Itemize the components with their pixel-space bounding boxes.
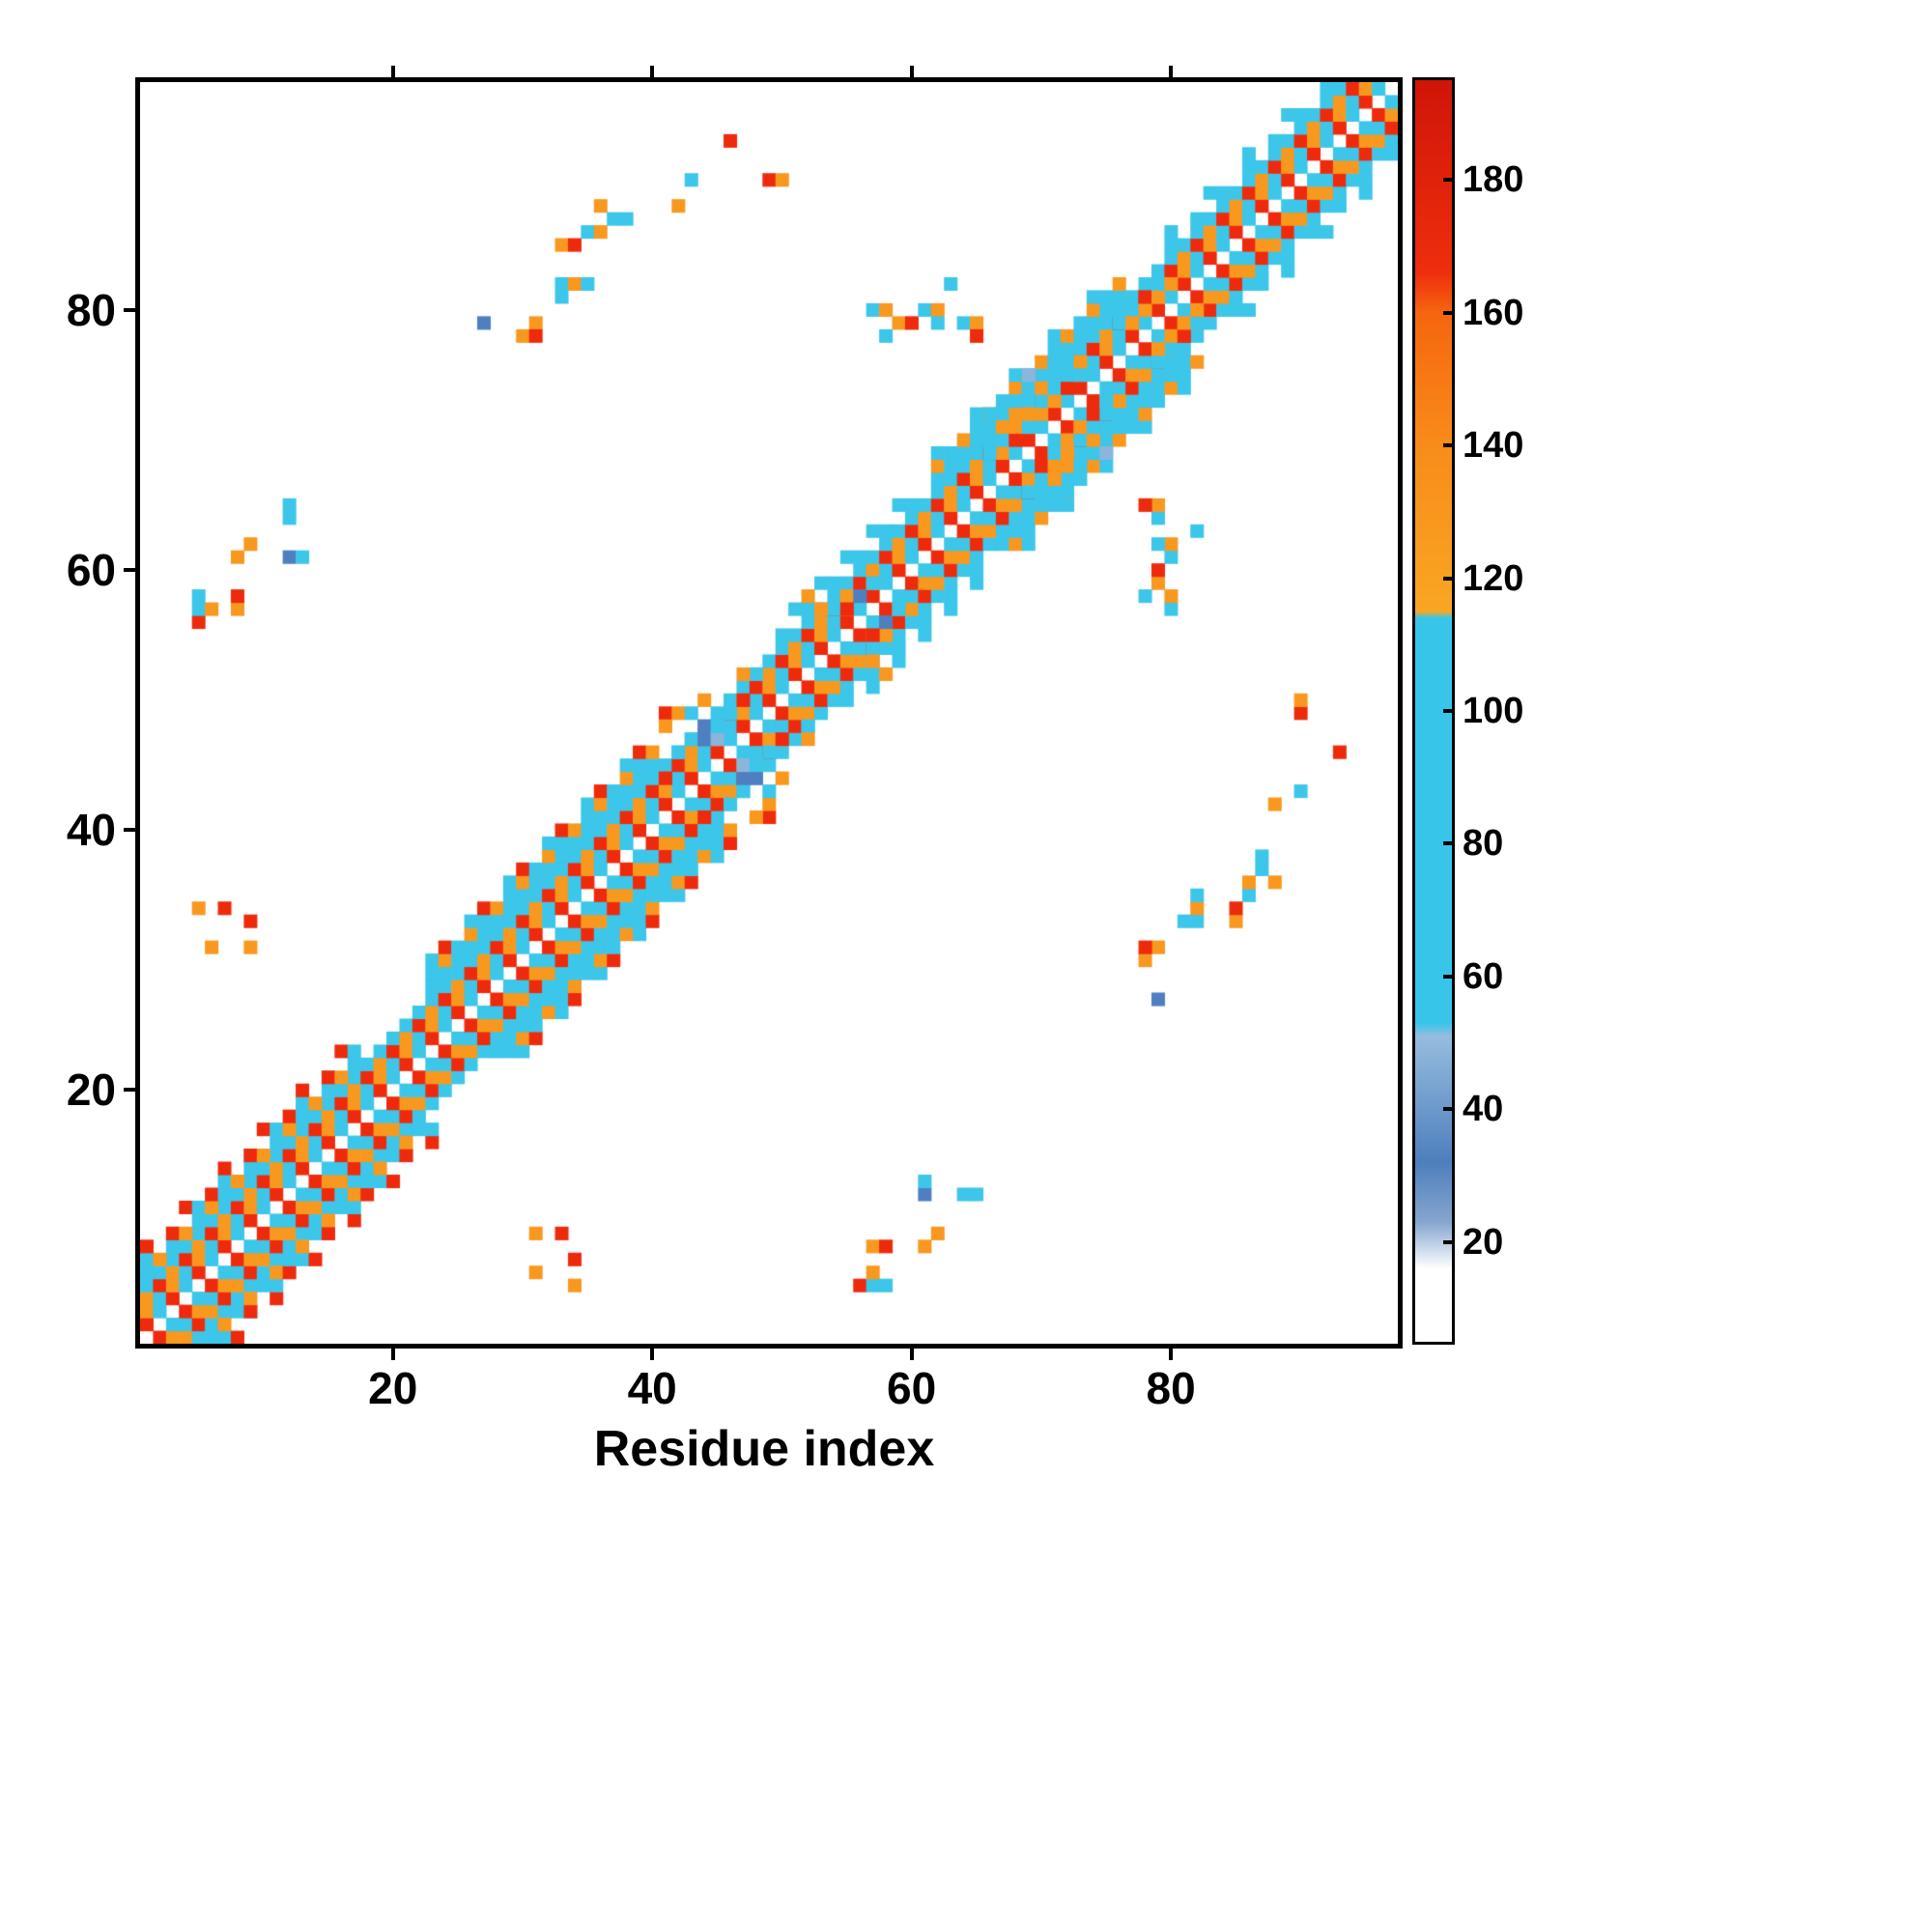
colorbar-tickmark — [1443, 974, 1455, 979]
colorbar-tick-label: 160 — [1463, 292, 1524, 333]
y-tick-label: 20 — [66, 1065, 116, 1116]
y-tick-label: 80 — [66, 284, 116, 335]
y-tickmark-left — [124, 567, 135, 572]
colorbar-tickmark — [1443, 1107, 1455, 1112]
colorbar-tickmark — [1443, 443, 1455, 448]
x-tickmark-top — [650, 66, 655, 77]
x-axis-label: Residue index — [593, 1421, 935, 1477]
y-tickmark-left — [124, 1088, 135, 1093]
y-tickmark-left — [124, 828, 135, 833]
y-tick-label: 40 — [66, 805, 116, 856]
colorbar-tickmark — [1443, 709, 1455, 713]
colorbar-tickmark — [1443, 310, 1455, 315]
colorbar-tick-label: 40 — [1463, 1089, 1504, 1130]
plot-area — [135, 77, 1403, 1349]
y-tickmark-left — [124, 307, 135, 312]
x-tickmark-bottom — [650, 1349, 655, 1360]
contact-map-canvas — [140, 82, 1398, 1344]
colorbar-tick-label: 100 — [1463, 691, 1524, 731]
colorbar-tickmark — [1443, 576, 1455, 581]
colorbar-tick-label: 80 — [1463, 823, 1504, 865]
x-tickmark-bottom — [390, 1349, 395, 1360]
x-tickmark-top — [909, 66, 914, 77]
x-tick-label: 60 — [887, 1363, 937, 1413]
x-tick-label: 20 — [368, 1363, 418, 1413]
colorbar-tick-label: 120 — [1463, 557, 1524, 599]
y-tick-label: 60 — [66, 544, 116, 595]
x-tickmark-bottom — [1169, 1349, 1174, 1360]
x-tickmark-top — [390, 66, 395, 77]
x-tick-label: 80 — [1146, 1363, 1196, 1413]
colorbar-tickmark — [1443, 178, 1455, 183]
colorbar-tick-label: 60 — [1463, 955, 1504, 997]
colorbar-tick-label: 20 — [1463, 1221, 1504, 1263]
colorbar-tickmark — [1443, 1239, 1455, 1244]
x-tick-label: 40 — [627, 1363, 677, 1413]
colorbar-tick-label: 180 — [1463, 159, 1524, 201]
colorbar-tickmark — [1443, 841, 1455, 846]
x-tickmark-top — [1169, 66, 1174, 77]
colorbar-tick-label: 140 — [1463, 425, 1524, 467]
x-tickmark-bottom — [909, 1349, 914, 1360]
